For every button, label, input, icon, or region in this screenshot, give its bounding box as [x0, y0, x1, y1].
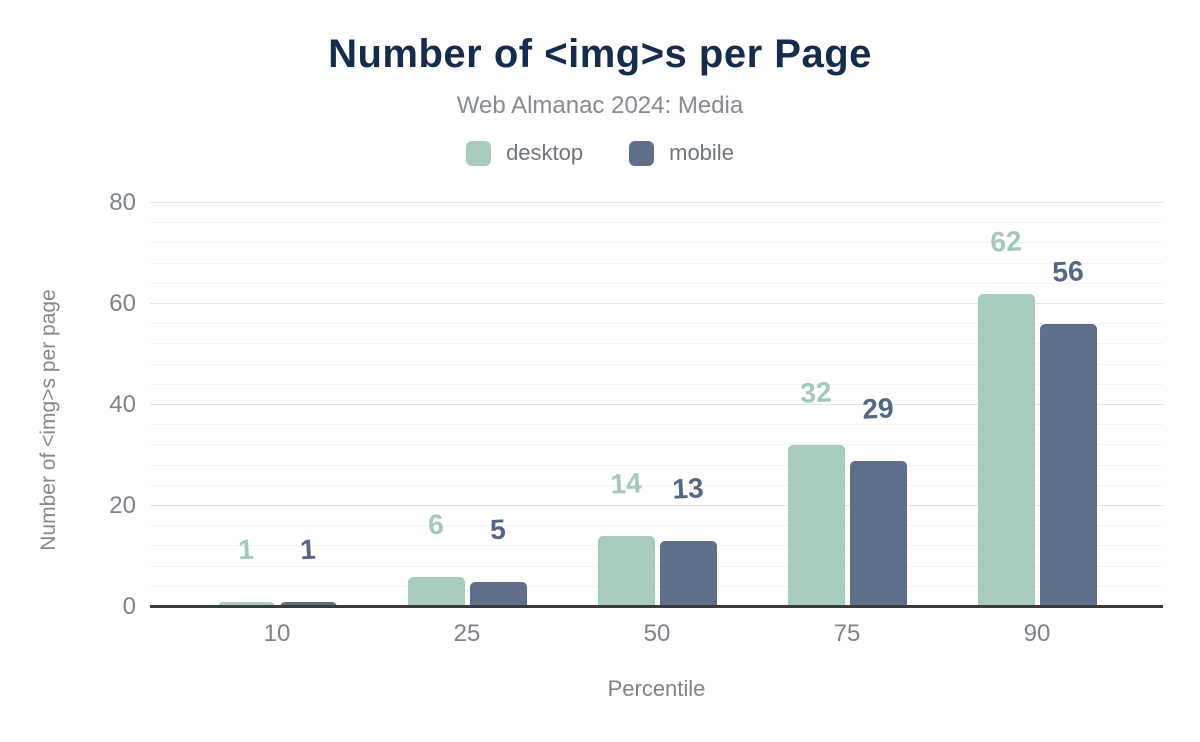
legend-label-mobile: mobile — [669, 140, 734, 165]
gridline-minor-24 — [150, 484, 1163, 486]
bar-group-75: 32 29 — [787, 377, 907, 607]
bar-slot-desktop-50: 14 — [597, 468, 655, 607]
x-tick-10: 10 — [263, 620, 291, 647]
bar-value-mobile-50: 13 — [671, 472, 705, 506]
gridline-minor-56 — [150, 323, 1163, 325]
x-tick-50: 50 — [643, 620, 671, 647]
legend-item-desktop[interactable]: desktop — [466, 140, 583, 166]
bar-slot-mobile-25: 5 — [469, 513, 527, 607]
gridline-major-60 — [150, 303, 1163, 304]
bar-mobile-50[interactable] — [659, 541, 717, 607]
bar-mobile-25[interactable] — [469, 581, 527, 607]
chart-title: Number of <img>s per Page — [328, 32, 872, 76]
x-tick-90: 90 — [1023, 620, 1051, 647]
gridline-minor-32 — [150, 444, 1163, 446]
bar-mobile-90[interactable] — [1039, 324, 1097, 607]
y-tick-60: 60 — [109, 290, 136, 317]
gridline-minor-72 — [150, 242, 1163, 244]
bar-desktop-90[interactable] — [977, 293, 1035, 607]
x-tick-75: 75 — [833, 620, 861, 647]
bar-value-desktop-90: 62 — [989, 225, 1023, 258]
bar-slot-mobile-10: 1 — [279, 534, 337, 607]
gridline-major-80 — [150, 202, 1163, 203]
gridline-major-20 — [150, 505, 1163, 506]
bar-value-mobile-75: 29 — [861, 391, 895, 425]
gridline-minor-8 — [150, 565, 1163, 567]
gridline-minor-52 — [150, 343, 1163, 345]
y-tick-80: 80 — [109, 189, 136, 216]
gridline-minor-4 — [150, 585, 1163, 587]
y-tick-20: 20 — [109, 492, 136, 519]
bar-mobile-10[interactable] — [279, 601, 337, 607]
bar-slot-mobile-75: 29 — [849, 392, 907, 607]
gridline-minor-16 — [150, 525, 1163, 527]
y-tick-40: 40 — [109, 391, 136, 418]
bar-value-mobile-90: 56 — [1051, 255, 1085, 288]
bar-slot-desktop-10: 1 — [217, 534, 275, 607]
gridline-minor-76 — [150, 222, 1163, 224]
legend: desktop mobile — [0, 140, 1200, 166]
gridline-minor-68 — [150, 262, 1163, 264]
y-axis-title: Number of <img>s per page — [37, 289, 60, 551]
plot-area: 0 20 40 60 80 1 1 10 6 5 25 14 13 50 32 29 75 62 56 90 — [109, 189, 1163, 647]
x-axis-title: Percentile — [607, 676, 706, 701]
bar-desktop-50[interactable] — [597, 536, 655, 607]
bar-slot-desktop-75: 32 — [787, 377, 845, 607]
legend-item-mobile[interactable]: mobile — [629, 140, 734, 166]
bar-desktop-25[interactable] — [407, 576, 465, 607]
gridline-minor-28 — [150, 464, 1163, 466]
bar-desktop-75[interactable] — [787, 445, 845, 607]
bar-slot-desktop-25: 6 — [407, 508, 465, 607]
bar-slot-mobile-90: 56 — [1039, 255, 1097, 607]
bar-slot-desktop-90: 62 — [977, 225, 1035, 607]
y-tick-0: 0 — [122, 593, 136, 620]
mobile-swatch-icon — [629, 140, 655, 166]
bar-group-90: 62 56 — [977, 225, 1097, 607]
chart-subtitle: Web Almanac 2024: Media — [456, 92, 744, 119]
x-tick-25: 25 — [453, 620, 481, 647]
gridline-minor-12 — [150, 545, 1163, 547]
x-axis-line — [150, 605, 1163, 608]
bar-slot-mobile-50: 13 — [659, 473, 717, 607]
gridline-minor-44 — [150, 383, 1163, 385]
bar-value-mobile-10: 1 — [299, 533, 317, 566]
desktop-swatch-icon — [466, 140, 492, 166]
gridline-minor-36 — [150, 424, 1163, 426]
bar-desktop-10[interactable] — [217, 601, 275, 607]
bar-value-mobile-25: 5 — [489, 513, 507, 546]
bar-mobile-75[interactable] — [849, 460, 907, 607]
gridline-major-40 — [150, 404, 1163, 405]
legend-label-desktop: desktop — [506, 140, 584, 165]
bar-group-50: 14 13 — [597, 468, 717, 607]
gridline-minor-48 — [150, 363, 1163, 365]
gridline-minor-64 — [150, 282, 1163, 284]
